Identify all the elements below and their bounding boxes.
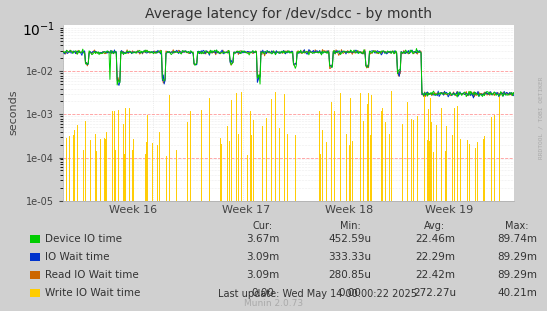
- Text: 89.29m: 89.29m: [497, 270, 537, 280]
- Text: 280.85u: 280.85u: [329, 270, 371, 280]
- Text: Write IO Wait time: Write IO Wait time: [45, 288, 140, 298]
- Text: Munin 2.0.73: Munin 2.0.73: [244, 299, 303, 308]
- Text: 3.09m: 3.09m: [246, 270, 279, 280]
- Text: Max:: Max:: [505, 221, 528, 231]
- Text: Week 19: Week 19: [424, 205, 473, 215]
- Text: Avg:: Avg:: [424, 221, 445, 231]
- Y-axis label: seconds: seconds: [8, 90, 18, 136]
- Text: 3.67m: 3.67m: [246, 234, 280, 244]
- Text: Last update: Wed May 14 00:00:22 2025: Last update: Wed May 14 00:00:22 2025: [218, 289, 417, 299]
- Text: 0.00: 0.00: [251, 288, 274, 298]
- Text: 89.29m: 89.29m: [497, 252, 537, 262]
- Text: 22.29m: 22.29m: [415, 252, 455, 262]
- Text: Device IO time: Device IO time: [45, 234, 122, 244]
- Text: 22.46m: 22.46m: [415, 234, 455, 244]
- Text: 452.59u: 452.59u: [329, 234, 371, 244]
- Text: IO Wait time: IO Wait time: [45, 252, 109, 262]
- Text: Week 17: Week 17: [222, 205, 270, 215]
- Title: Average latency for /dev/sdcc - by month: Average latency for /dev/sdcc - by month: [145, 7, 432, 21]
- Text: 272.27u: 272.27u: [414, 288, 456, 298]
- Text: Week 18: Week 18: [325, 205, 374, 215]
- Text: 89.74m: 89.74m: [497, 234, 537, 244]
- Text: Week 16: Week 16: [109, 205, 157, 215]
- Text: RRDTOOL / TOBI OETIKER: RRDTOOL / TOBI OETIKER: [538, 77, 543, 160]
- Text: Cur:: Cur:: [253, 221, 272, 231]
- Text: Read IO Wait time: Read IO Wait time: [45, 270, 138, 280]
- Text: 40.21m: 40.21m: [497, 288, 537, 298]
- Text: Min:: Min:: [340, 221, 360, 231]
- Text: 333.33u: 333.33u: [329, 252, 371, 262]
- Text: 0.00: 0.00: [339, 288, 362, 298]
- Text: 3.09m: 3.09m: [246, 252, 279, 262]
- Text: 22.42m: 22.42m: [415, 270, 455, 280]
